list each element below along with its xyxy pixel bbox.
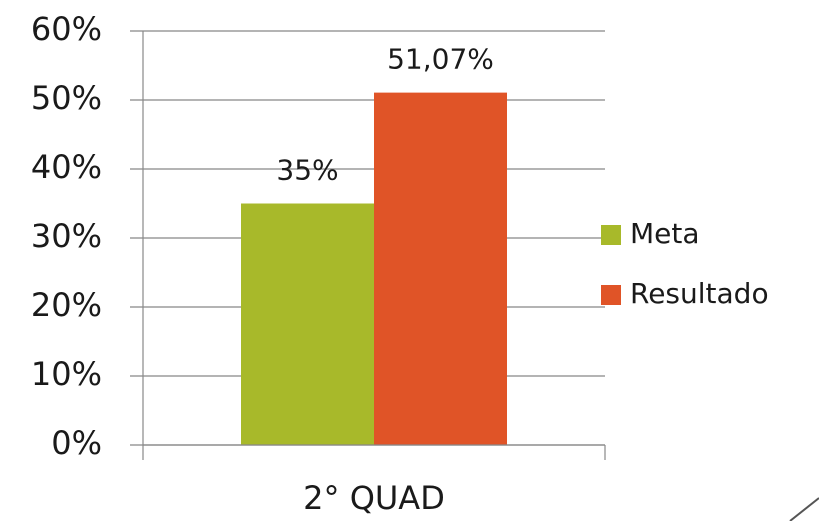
bar — [241, 203, 374, 445]
y-tick-label: 40% — [31, 148, 102, 186]
y-tick-label: 60% — [31, 10, 102, 48]
bar — [374, 92, 507, 445]
legend-label: Resultado — [630, 277, 769, 310]
x-tick-label: 2° QUAD — [303, 479, 445, 517]
corner-decoration — [789, 497, 819, 521]
y-tick-label: 0% — [51, 424, 102, 462]
legend-swatch — [601, 225, 621, 245]
value-label: 35% — [276, 154, 338, 187]
y-tick-label: 50% — [31, 79, 102, 117]
legend-label: Meta — [630, 217, 700, 250]
y-tick-label: 30% — [31, 217, 102, 255]
y-tick-label: 10% — [31, 355, 102, 393]
value-label: 51,07% — [387, 43, 494, 76]
y-tick-label: 20% — [31, 286, 102, 324]
legend-swatch — [601, 285, 621, 305]
